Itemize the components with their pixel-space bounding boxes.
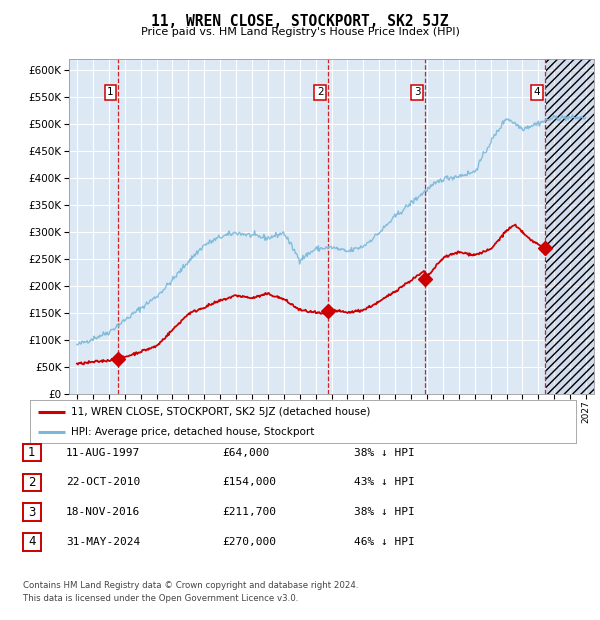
Text: 1: 1 (28, 446, 35, 459)
Text: £154,000: £154,000 (222, 477, 276, 487)
Bar (546, 59, 594, 394)
Text: £64,000: £64,000 (222, 448, 269, 458)
Text: £211,700: £211,700 (222, 507, 276, 517)
Text: 2: 2 (28, 476, 35, 489)
Text: 18-NOV-2016: 18-NOV-2016 (66, 507, 140, 517)
Text: 31-MAY-2024: 31-MAY-2024 (66, 537, 140, 547)
Text: 4: 4 (28, 536, 35, 548)
Text: Price paid vs. HM Land Registry's House Price Index (HPI): Price paid vs. HM Land Registry's House … (140, 27, 460, 37)
Text: 11, WREN CLOSE, STOCKPORT, SK2 5JZ: 11, WREN CLOSE, STOCKPORT, SK2 5JZ (151, 14, 449, 29)
Text: 11, WREN CLOSE, STOCKPORT, SK2 5JZ (detached house): 11, WREN CLOSE, STOCKPORT, SK2 5JZ (deta… (71, 407, 370, 417)
Text: This data is licensed under the Open Government Licence v3.0.: This data is licensed under the Open Gov… (23, 593, 298, 603)
Text: 1: 1 (107, 87, 114, 97)
Text: 11-AUG-1997: 11-AUG-1997 (66, 448, 140, 458)
Text: 43% ↓ HPI: 43% ↓ HPI (354, 477, 415, 487)
Text: £270,000: £270,000 (222, 537, 276, 547)
Text: 22-OCT-2010: 22-OCT-2010 (66, 477, 140, 487)
Text: 46% ↓ HPI: 46% ↓ HPI (354, 537, 415, 547)
Text: 2: 2 (317, 87, 323, 97)
Text: 38% ↓ HPI: 38% ↓ HPI (354, 448, 415, 458)
Text: 3: 3 (28, 506, 35, 518)
Text: 3: 3 (414, 87, 421, 97)
Text: 38% ↓ HPI: 38% ↓ HPI (354, 507, 415, 517)
Text: Contains HM Land Registry data © Crown copyright and database right 2024.: Contains HM Land Registry data © Crown c… (23, 581, 358, 590)
Text: HPI: Average price, detached house, Stockport: HPI: Average price, detached house, Stoc… (71, 427, 314, 438)
Text: 4: 4 (533, 87, 540, 97)
